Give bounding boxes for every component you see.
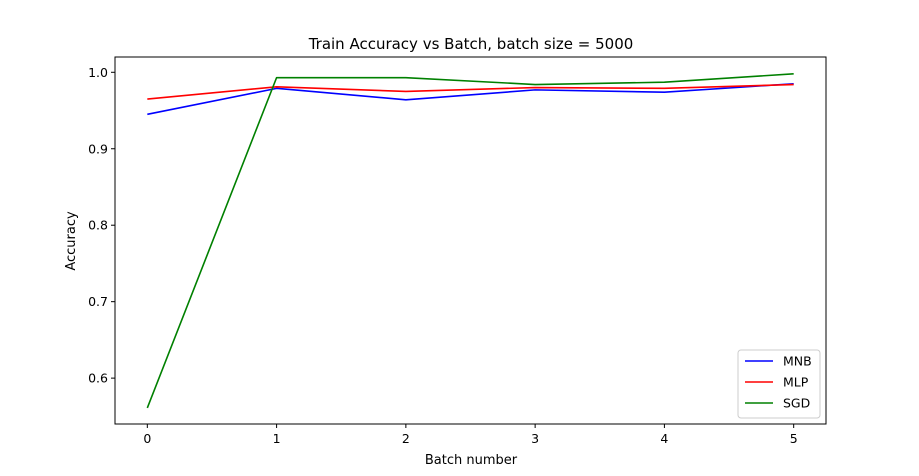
legend-label-mnb: MNB xyxy=(783,354,812,369)
y-axis-label: Accuracy xyxy=(64,211,79,271)
legend: MNB MLP SGD xyxy=(737,349,821,419)
x-tick-label: 3 xyxy=(531,431,539,446)
chart-title: Train Accuracy vs Batch, batch size = 50… xyxy=(308,35,634,53)
y-tick-label: 1.0 xyxy=(88,65,108,80)
y-tick-label: 0.6 xyxy=(88,371,108,386)
y-tick-label: 0.9 xyxy=(88,141,108,156)
x-tick-label: 2 xyxy=(402,431,410,446)
x-axis-label: Batch number xyxy=(425,453,518,468)
x-tick-label: 0 xyxy=(143,431,151,446)
series-lines xyxy=(146,73,794,409)
series-line-mnb xyxy=(147,82,794,116)
series-line-sgd xyxy=(146,73,794,409)
x-tick-label: 5 xyxy=(790,431,798,446)
x-axis: 0 1 2 3 4 5 xyxy=(143,424,798,446)
series-line-mlp xyxy=(147,83,794,100)
legend-label-mlp: MLP xyxy=(783,375,809,390)
legend-box xyxy=(737,349,821,419)
y-tick-label: 0.7 xyxy=(88,294,108,309)
x-tick-label: 1 xyxy=(273,431,281,446)
x-tick-label: 4 xyxy=(660,431,668,446)
legend-label-sgd: SGD xyxy=(783,396,810,411)
y-tick-label: 0.8 xyxy=(88,218,108,233)
plot-area xyxy=(114,56,827,425)
y-axis: 0.6 0.7 0.8 0.9 1.0 xyxy=(88,65,115,386)
